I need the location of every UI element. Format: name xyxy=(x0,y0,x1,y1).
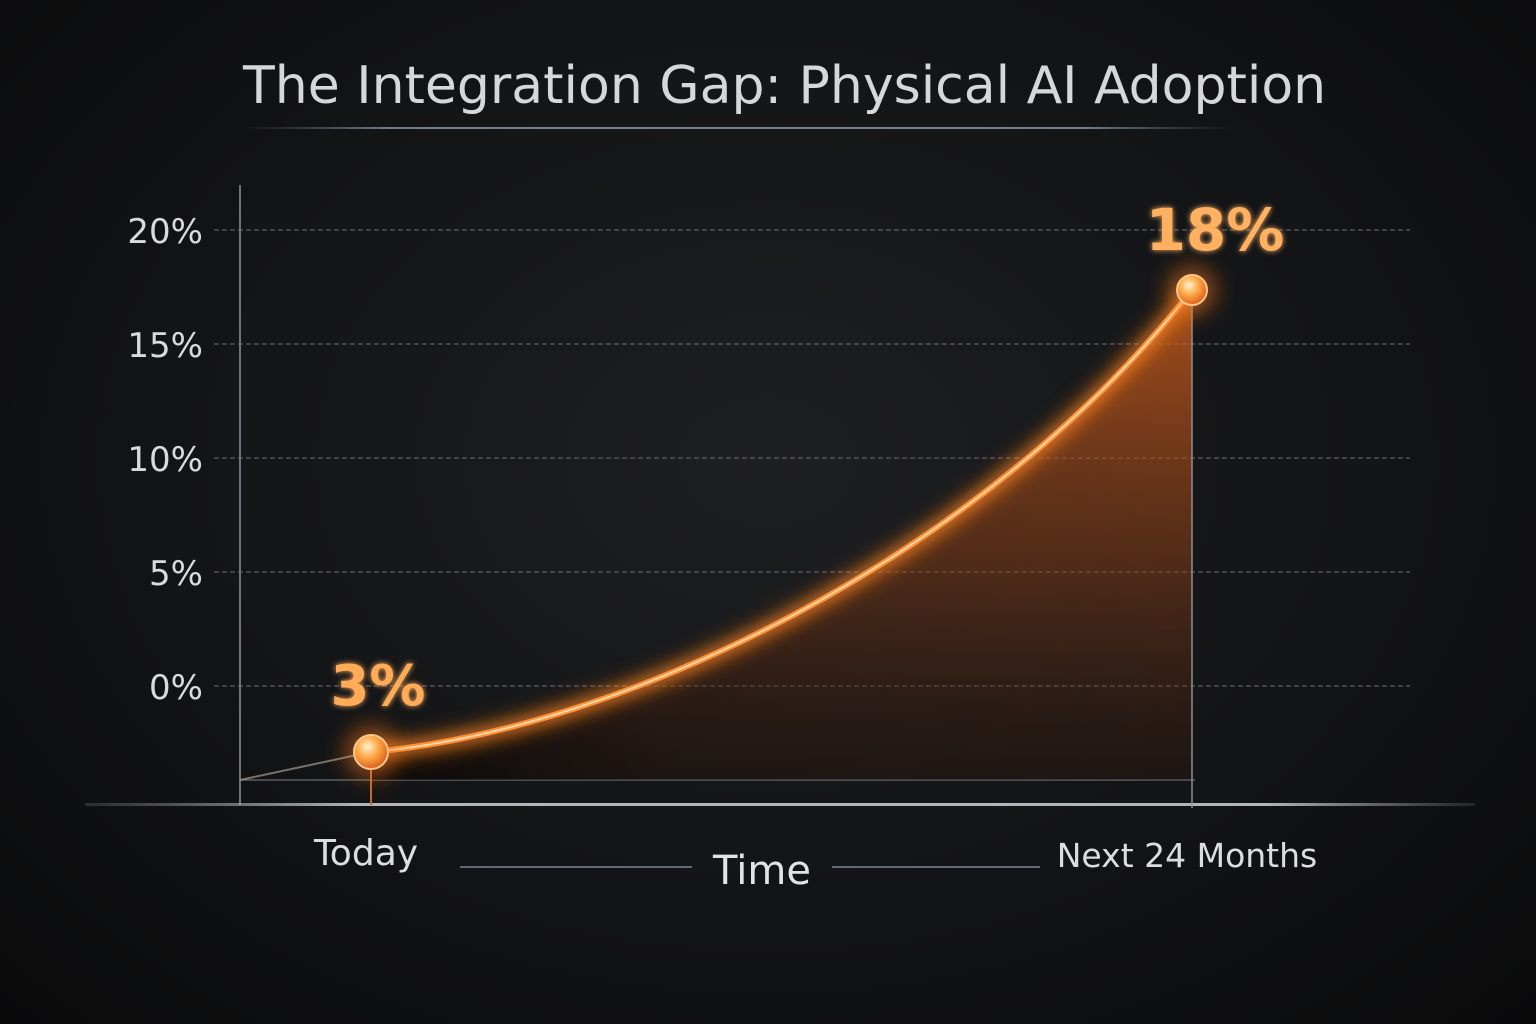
data-points xyxy=(344,265,1217,779)
y-tick-label: 10% xyxy=(127,440,203,480)
title-divider xyxy=(243,127,1233,129)
y-tick-label: 0% xyxy=(149,668,203,708)
x-tick-next-24-months: Next 24 Months xyxy=(1057,836,1317,875)
chart-title: The Integration Gap: Physical AI Adoptio… xyxy=(242,56,1326,116)
gridlines xyxy=(214,229,1410,687)
series-area-shade xyxy=(371,290,1192,780)
data-label-today: 3% xyxy=(330,654,425,719)
series-line-highlight xyxy=(370,289,1193,753)
x-axis-label: Time xyxy=(712,848,811,894)
y-axis-ticks: 0% 5% 10% 15% 20% xyxy=(127,212,203,708)
y-tick-label: 20% xyxy=(127,212,203,252)
x-tick-today: Today xyxy=(313,833,418,874)
data-point-today xyxy=(353,734,389,770)
y-tick-label: 15% xyxy=(127,326,203,366)
x-axis-line xyxy=(85,803,1475,806)
y-tick-label: 5% xyxy=(149,554,203,594)
data-point-next-24-months xyxy=(1176,274,1208,306)
data-label-next-24-months: 18% xyxy=(1146,196,1285,264)
